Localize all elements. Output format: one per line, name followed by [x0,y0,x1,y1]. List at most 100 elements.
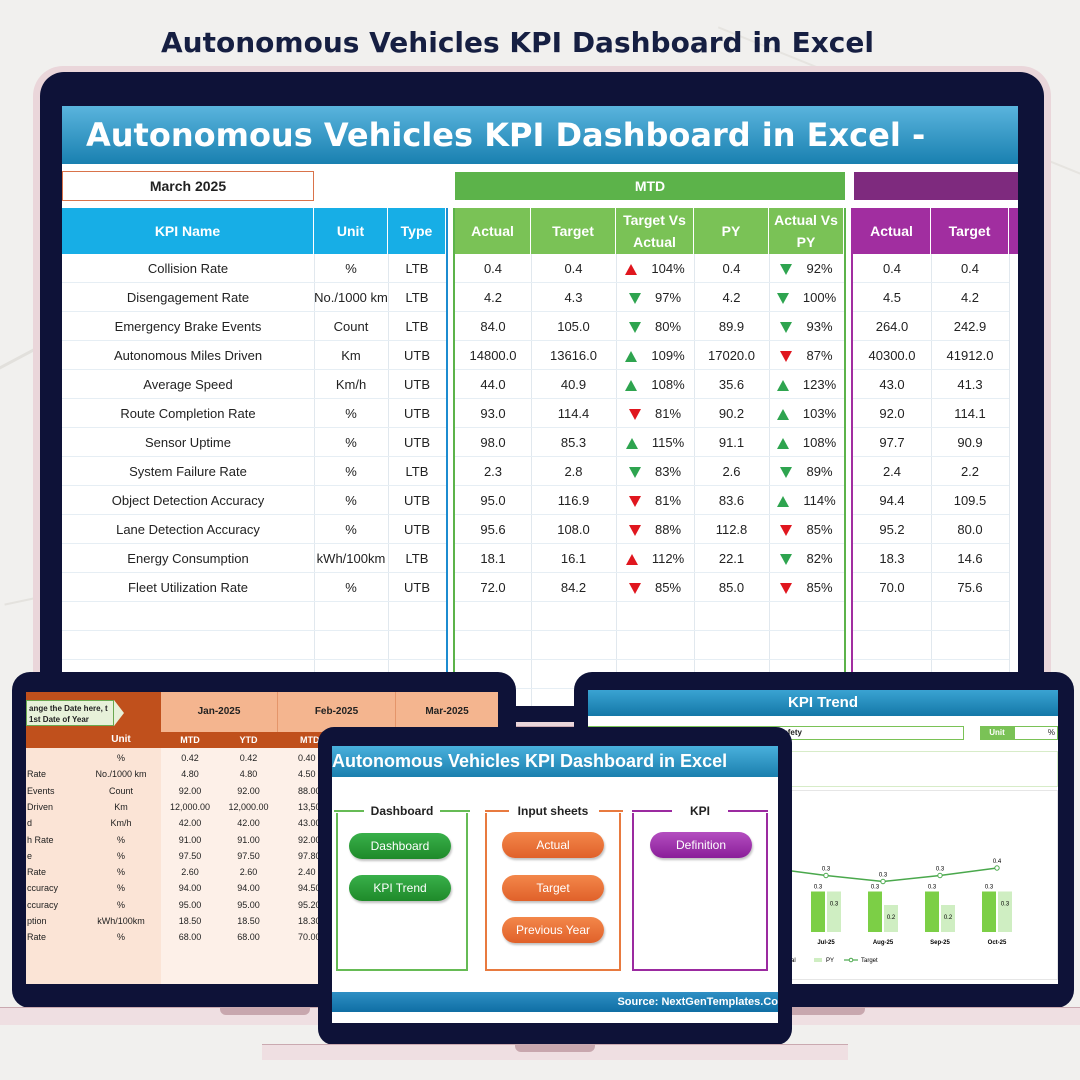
input-cell-a[interactable]: 95.00 [178,899,202,910]
input-cell-a[interactable]: 18.50 [178,916,202,926]
input-cell-a[interactable]: 91.00 [178,834,202,845]
input-cell-c[interactable]: 18.30 [298,916,321,926]
input-cell-name[interactable]: Events [27,785,55,796]
kpi-percent: 88% [654,522,682,537]
empty-cell [455,602,531,631]
up-arrow-icon [776,409,789,421]
kpi-cell-unit: No./1000 km [314,283,388,312]
kpi-cell-actual: 44.0 [455,370,531,399]
target-button[interactable]: Target [502,875,604,901]
kpi-cell-type: LTB [388,312,446,341]
input-cell-b[interactable]: 94.00 [237,883,260,894]
input-cell-a[interactable]: 2.60 [181,867,199,878]
input-cell-a[interactable]: 68.00 [178,932,202,943]
input-cell-unit[interactable]: % [116,834,125,845]
actual-bar [925,891,939,932]
input-cell-unit[interactable]: Count [108,785,134,796]
nav-banner: Autonomous Vehicles KPI Dashboard in Exc… [332,746,778,777]
empty-cell [769,602,844,631]
input-cell-c[interactable]: 43.00 [298,818,321,829]
dashboard-button[interactable]: Dashboard [349,833,451,859]
previous-year-button[interactable]: Previous Year [502,917,604,943]
actual-data-label: 0.3 [985,885,994,891]
input-cell-b[interactable]: 92.00 [237,785,260,796]
kpi-cell-target: 13616.0 [531,341,616,370]
input-cell-c[interactable]: 88.00 [298,785,321,796]
definition-button[interactable]: Definition [650,832,752,858]
input-cell-c[interactable]: 13,500 [298,801,326,812]
input-cell-name[interactable]: Rate [27,769,47,780]
input-cell-c[interactable]: 4.50 [298,769,316,780]
kpi-cell-ytd-actual: 95.2 [853,515,931,544]
input-cell-a[interactable]: 94.00 [178,883,202,894]
input-cell-c[interactable]: 94.50 [298,883,321,894]
input-cell-a[interactable]: 12,000.00 [169,801,211,812]
input-cell-a[interactable]: 4.80 [181,769,199,780]
kpi-percent: 81% [654,406,682,421]
kpi-cell-unit: kWh/100km [314,544,388,573]
input-cell-b[interactable]: 2.60 [239,867,258,878]
input-cell-name[interactable]: Driven [27,801,54,812]
input-cell-c[interactable]: 0.40 [298,753,316,763]
kpi-cell-ytd-target: 4.2 [931,283,1009,312]
month-selector[interactable]: March 2025 [62,171,314,201]
empty-cell [314,631,388,660]
input-cell-unit[interactable]: % [116,883,125,894]
kpi-cell-avp: 85% [769,515,844,544]
input-cell-name[interactable]: h Rate [27,834,54,845]
input-cell-name[interactable]: e [27,850,33,861]
input-cell-a[interactable]: 97.50 [178,850,202,861]
input-cell-unit[interactable]: Km/h [110,818,132,829]
py-data-label: 0.2 [887,915,896,921]
input-cell-a[interactable]: 42.00 [178,818,202,829]
actual-button[interactable]: Actual [502,832,604,858]
input-cell-unit[interactable]: % [116,932,125,943]
input-cell-b[interactable]: 91.00 [237,834,260,845]
input-cell-b[interactable]: 4.80 [239,769,258,780]
up-arrow-icon [776,438,789,450]
target-point [994,865,1000,871]
input-cell-c[interactable]: 70.00 [298,932,321,943]
up-arrow-icon [625,438,638,450]
input-cell-name[interactable]: ption [27,916,47,926]
input-cell-unit[interactable]: Km [114,801,128,812]
input-sheets-group-title: Input sheets [517,804,589,818]
input-cell-name[interactable]: d [27,818,33,829]
kpi-cell-name: Sensor Uptime [62,428,314,457]
input-cell-b[interactable]: 95.00 [237,899,260,910]
input-cell-b[interactable]: 18.50 [237,916,260,926]
input-cell-c[interactable]: 97.80 [298,850,321,861]
input-cell-name[interactable]: ccuracy [27,899,59,910]
input-cell-name[interactable]: Rate [27,932,47,943]
kpi-trend-button[interactable]: KPI Trend [349,875,451,901]
kpi-cell-type: UTB [388,370,446,399]
input-cell-c[interactable]: 92.00 [298,834,321,845]
kpi-cell-name: System Failure Rate [62,457,314,486]
kpi-cell-ytd-actual: 0.4 [853,254,931,283]
input-cell-unit[interactable]: % [116,867,125,878]
kpi-cell-ytd-actual: 94.4 [853,486,931,515]
input-cell-name[interactable]: ccuracy [27,883,59,894]
input-cell-b[interactable]: 0.42 [239,753,258,763]
input-cell-b[interactable]: 12,000.00 [228,801,269,812]
empty-cell [314,602,388,631]
input-cell-c[interactable]: 2.40 [298,867,316,878]
down-arrow-icon [628,293,641,305]
kpi-cell-type: UTB [388,399,446,428]
input-cell-unit[interactable]: % [116,753,125,763]
input-cell-c[interactable]: 95.20 [298,899,321,910]
input-cell-b[interactable]: 42.00 [237,818,260,829]
kpi-cell-name: Collision Rate [62,254,314,283]
input-cell-unit[interactable]: kWh/100km [97,916,145,926]
input-cell-unit[interactable]: No./1000 km [95,769,147,780]
input-cell-name[interactable]: Rate [27,867,47,878]
kpi-cell-tva: 109% [616,341,694,370]
header-ytd-target: Target [931,208,1009,254]
input-cell-b[interactable]: 97.50 [237,850,260,861]
input-cell-a[interactable]: 0.42 [181,753,199,763]
input-cell-unit[interactable]: % [116,899,125,910]
input-cell-a[interactable]: 92.00 [178,785,202,796]
kpi-percent: 114% [803,493,836,508]
input-cell-unit[interactable]: % [116,850,125,861]
input-cell-b[interactable]: 68.00 [237,932,260,943]
